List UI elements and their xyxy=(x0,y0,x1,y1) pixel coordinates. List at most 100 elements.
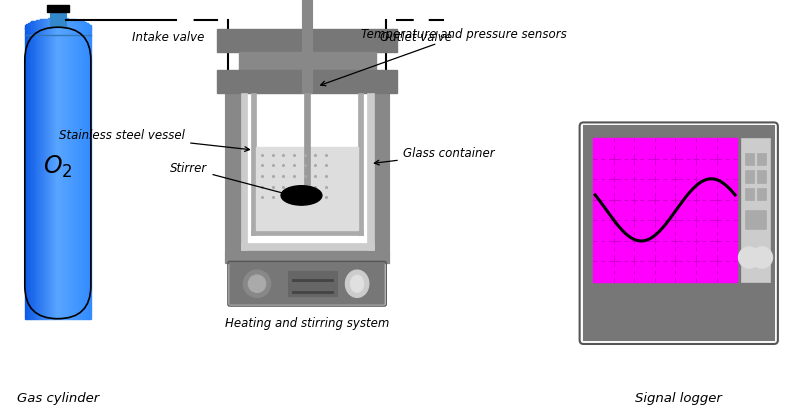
Bar xyxy=(43,19,45,35)
Bar xyxy=(757,188,766,200)
Text: $O_2$: $O_2$ xyxy=(43,154,73,180)
Bar xyxy=(56,18,58,36)
Bar xyxy=(358,93,363,235)
Bar xyxy=(56,27,58,319)
Bar xyxy=(76,27,77,319)
Bar xyxy=(757,153,766,165)
Bar xyxy=(367,93,374,250)
Bar xyxy=(77,20,80,34)
Bar xyxy=(66,19,68,36)
Bar xyxy=(25,27,26,319)
Bar xyxy=(63,18,65,36)
Bar xyxy=(28,27,29,319)
Bar xyxy=(40,19,41,35)
Text: Safety relief device: Safety relief device xyxy=(0,404,1,405)
Bar xyxy=(88,24,89,31)
Bar xyxy=(45,19,46,36)
Bar xyxy=(61,18,63,36)
Bar xyxy=(29,22,31,32)
Bar xyxy=(48,27,49,319)
Text: Outlet valve: Outlet valve xyxy=(380,31,453,44)
Bar xyxy=(74,27,76,319)
Bar xyxy=(58,18,60,36)
Bar xyxy=(65,27,66,319)
Circle shape xyxy=(249,275,265,292)
Bar xyxy=(31,21,33,33)
Bar xyxy=(54,27,56,319)
Bar xyxy=(54,18,56,36)
Bar xyxy=(230,263,384,304)
Bar xyxy=(29,27,31,319)
Bar xyxy=(374,93,389,263)
Bar xyxy=(73,27,74,319)
Bar xyxy=(88,27,89,319)
Circle shape xyxy=(752,247,772,268)
Text: Heating and stirring system: Heating and stirring system xyxy=(225,317,389,330)
Bar xyxy=(81,21,83,34)
Bar xyxy=(71,27,73,319)
Bar xyxy=(304,93,311,185)
Bar xyxy=(83,27,84,319)
Bar xyxy=(86,27,88,319)
Bar xyxy=(41,19,43,35)
Bar xyxy=(26,27,28,319)
Bar xyxy=(583,126,774,340)
Bar xyxy=(241,243,374,250)
Text: Stirrer: Stirrer xyxy=(171,162,288,196)
Bar xyxy=(51,18,53,36)
Polygon shape xyxy=(179,13,186,27)
Circle shape xyxy=(738,247,760,268)
Bar xyxy=(25,25,26,29)
Bar xyxy=(289,271,336,296)
Bar xyxy=(218,70,397,93)
Bar xyxy=(48,19,49,36)
Bar xyxy=(58,27,60,319)
Bar xyxy=(89,27,91,319)
Bar xyxy=(43,27,45,319)
Bar xyxy=(741,138,770,282)
Polygon shape xyxy=(186,13,193,27)
Text: Glass container: Glass container xyxy=(375,147,494,165)
Bar xyxy=(745,210,766,229)
Bar xyxy=(35,27,37,319)
Bar xyxy=(68,27,69,319)
Bar xyxy=(35,21,37,34)
Ellipse shape xyxy=(351,275,364,292)
Text: Gas cylinder: Gas cylinder xyxy=(17,392,99,405)
Text: Temperature and pressure sensors: Temperature and pressure sensors xyxy=(320,28,566,86)
Bar xyxy=(89,25,91,29)
Bar xyxy=(81,27,83,319)
Text: Stainless steel vessel: Stainless steel vessel xyxy=(59,129,249,151)
Bar xyxy=(31,27,33,319)
Bar xyxy=(37,27,38,319)
Bar xyxy=(84,22,86,32)
Bar xyxy=(46,27,48,319)
Bar xyxy=(251,93,256,235)
Bar xyxy=(86,23,88,32)
Bar xyxy=(47,5,69,12)
Bar xyxy=(593,138,737,282)
Bar xyxy=(26,24,28,31)
Bar xyxy=(74,19,76,35)
Bar xyxy=(53,18,54,36)
Text: Signal logger: Signal logger xyxy=(635,392,722,405)
Bar xyxy=(241,93,247,250)
Bar xyxy=(53,27,54,319)
Bar xyxy=(65,18,66,36)
Bar xyxy=(745,188,754,200)
Bar xyxy=(69,27,71,319)
Bar xyxy=(84,27,86,319)
Bar xyxy=(745,153,754,165)
Bar xyxy=(49,27,51,319)
Bar xyxy=(256,147,358,230)
Bar xyxy=(225,93,241,263)
Bar xyxy=(80,27,81,319)
Bar xyxy=(251,230,363,235)
Bar xyxy=(50,13,65,27)
Bar xyxy=(745,170,754,183)
Bar xyxy=(51,27,53,319)
Bar xyxy=(33,27,35,319)
Bar xyxy=(71,19,73,35)
Bar xyxy=(41,27,43,319)
Bar xyxy=(66,27,68,319)
